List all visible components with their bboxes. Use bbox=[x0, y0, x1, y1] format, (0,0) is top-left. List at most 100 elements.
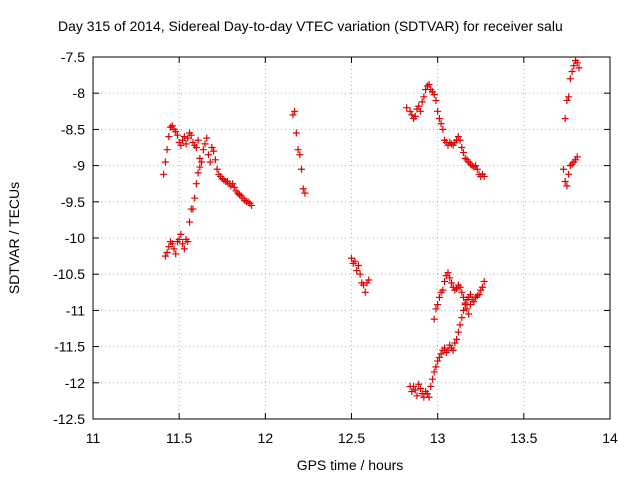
data-point bbox=[172, 250, 180, 258]
data-point bbox=[437, 120, 445, 128]
x-tick-label: 14 bbox=[602, 430, 618, 446]
chart-title: Day 315 of 2014, Sidereal Day-to-day VTE… bbox=[58, 18, 563, 34]
data-point bbox=[427, 382, 435, 390]
data-point bbox=[365, 276, 373, 284]
data-point bbox=[480, 277, 488, 285]
data-point bbox=[168, 240, 176, 248]
data-point bbox=[458, 314, 466, 322]
data-point bbox=[447, 140, 455, 148]
data-point bbox=[418, 98, 426, 106]
data-point bbox=[244, 198, 252, 206]
y-tick-label: -8.5 bbox=[61, 121, 85, 137]
data-point bbox=[299, 185, 307, 193]
x-tick-label: 12.5 bbox=[338, 430, 365, 446]
data-point bbox=[179, 136, 187, 144]
series-cluster-11.4-upper bbox=[160, 122, 256, 209]
data-point bbox=[192, 180, 200, 188]
data-point bbox=[410, 382, 418, 390]
data-point bbox=[177, 141, 185, 149]
data-point bbox=[196, 154, 204, 162]
data-point bbox=[204, 151, 212, 159]
data-point bbox=[186, 218, 194, 226]
data-point bbox=[173, 131, 181, 139]
data-point bbox=[446, 274, 454, 282]
data-point bbox=[165, 133, 173, 141]
series-cluster-12.9-upper bbox=[403, 81, 488, 180]
data-point bbox=[289, 111, 297, 119]
data-point bbox=[566, 162, 574, 170]
data-point bbox=[430, 91, 438, 99]
data-point bbox=[180, 133, 188, 141]
grid-lines bbox=[92, 56, 611, 420]
data-point bbox=[182, 140, 190, 148]
data-point bbox=[191, 194, 199, 202]
data-point bbox=[449, 346, 457, 354]
data-point bbox=[213, 165, 221, 173]
data-point bbox=[456, 321, 464, 329]
data-point bbox=[456, 136, 464, 144]
data-point bbox=[356, 270, 364, 278]
data-point bbox=[172, 128, 180, 136]
data-point bbox=[175, 235, 183, 243]
data-point bbox=[180, 245, 188, 253]
data-point bbox=[451, 339, 459, 347]
series-cluster-13.7-upper bbox=[561, 57, 583, 123]
x-axis-label: GPS time / hours bbox=[297, 457, 404, 473]
data-point bbox=[565, 93, 573, 101]
y-tick-label: -7.5 bbox=[61, 49, 85, 65]
series-cluster-12.2 bbox=[289, 107, 309, 197]
data-point bbox=[416, 107, 424, 115]
data-point bbox=[177, 230, 185, 238]
data-point bbox=[353, 267, 361, 275]
data-point bbox=[199, 146, 207, 154]
data-point bbox=[168, 122, 176, 130]
data-point bbox=[416, 385, 424, 393]
data-point bbox=[301, 189, 309, 197]
data-point bbox=[184, 238, 192, 246]
data-point bbox=[475, 290, 483, 298]
data-point bbox=[406, 107, 414, 115]
y-tick-label: -12.5 bbox=[53, 411, 85, 427]
data-point bbox=[461, 299, 469, 307]
data-point bbox=[472, 162, 480, 170]
data-point bbox=[460, 293, 468, 301]
data-point bbox=[161, 158, 169, 166]
data-points bbox=[160, 57, 583, 401]
data-point bbox=[435, 115, 443, 123]
data-point bbox=[478, 283, 486, 291]
data-point bbox=[291, 107, 299, 115]
y-tick-label: -11.5 bbox=[54, 339, 85, 355]
data-point bbox=[163, 146, 171, 154]
data-point bbox=[566, 75, 574, 83]
data-point bbox=[423, 82, 431, 90]
data-point bbox=[430, 315, 438, 323]
data-point bbox=[241, 196, 249, 204]
data-point bbox=[466, 290, 474, 298]
data-point bbox=[461, 154, 469, 162]
data-point bbox=[354, 262, 362, 270]
data-point bbox=[432, 96, 440, 104]
data-point bbox=[559, 165, 567, 173]
x-tick-label: 11.5 bbox=[166, 430, 192, 446]
data-point bbox=[432, 305, 440, 313]
plot-frame bbox=[92, 56, 611, 420]
series-cluster-12.5 bbox=[348, 254, 373, 296]
data-point bbox=[463, 305, 471, 313]
data-point bbox=[296, 151, 304, 159]
data-point bbox=[473, 165, 481, 173]
series-cluster-13.0-mid bbox=[430, 269, 474, 323]
data-point bbox=[194, 136, 202, 144]
data-point bbox=[425, 81, 433, 89]
data-point bbox=[465, 310, 473, 318]
data-point bbox=[351, 257, 359, 265]
data-point bbox=[201, 140, 209, 148]
y-tick-label: -11 bbox=[66, 302, 85, 318]
data-point bbox=[189, 205, 197, 213]
data-point bbox=[211, 156, 219, 164]
data-point bbox=[425, 393, 433, 401]
x-tick-label: 12 bbox=[258, 430, 274, 446]
data-point bbox=[466, 301, 474, 309]
data-point bbox=[187, 131, 195, 139]
data-point bbox=[575, 64, 583, 72]
x-tick-label: 13.5 bbox=[510, 430, 537, 446]
